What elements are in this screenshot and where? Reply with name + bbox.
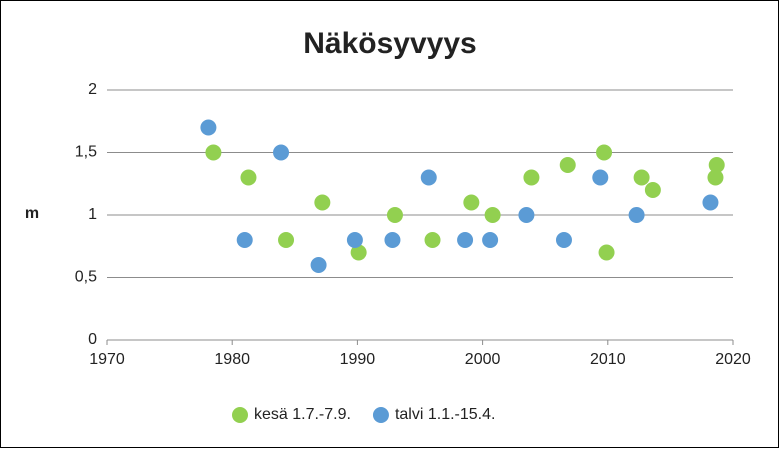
point bbox=[518, 207, 535, 223]
point bbox=[484, 207, 501, 223]
point bbox=[350, 244, 367, 261]
point bbox=[240, 169, 257, 186]
y-tick-label: 1 bbox=[88, 206, 97, 223]
point bbox=[707, 169, 724, 186]
point bbox=[463, 194, 480, 211]
point bbox=[205, 144, 222, 161]
point bbox=[236, 232, 253, 248]
point bbox=[596, 144, 613, 161]
point bbox=[592, 169, 609, 186]
x-tick-label: 1970 bbox=[89, 351, 125, 368]
point bbox=[420, 169, 437, 186]
x-tick-label: 2000 bbox=[465, 351, 501, 368]
point bbox=[386, 207, 403, 223]
point bbox=[310, 257, 327, 273]
point bbox=[278, 232, 295, 248]
point bbox=[457, 232, 474, 248]
legend-marker bbox=[372, 407, 389, 423]
point bbox=[424, 232, 441, 248]
point bbox=[598, 244, 615, 261]
point bbox=[555, 232, 572, 248]
point bbox=[384, 232, 401, 248]
point bbox=[628, 207, 645, 223]
chart-title: Näkösyvyys bbox=[303, 27, 476, 60]
point bbox=[273, 144, 290, 161]
x-tick-label: 2010 bbox=[590, 351, 626, 368]
point bbox=[523, 169, 540, 186]
y-tick-label: 2 bbox=[88, 81, 97, 98]
y-tick-label: 0 bbox=[88, 331, 97, 348]
point bbox=[346, 232, 363, 248]
y-tick-label: 1,5 bbox=[75, 144, 97, 161]
point bbox=[702, 194, 719, 211]
y-tick-label: 0,5 bbox=[75, 269, 97, 286]
legend-label: kesä 1.7.-7.9. bbox=[254, 406, 351, 423]
point bbox=[644, 182, 661, 198]
point bbox=[633, 169, 650, 186]
legend-label: talvi 1.1.-15.4. bbox=[395, 406, 496, 423]
point bbox=[482, 232, 499, 248]
x-tick-label: 1980 bbox=[214, 351, 250, 368]
point bbox=[314, 194, 331, 211]
x-tick-label: 2020 bbox=[715, 351, 751, 368]
y-axis-label: m bbox=[25, 205, 39, 222]
point bbox=[708, 157, 725, 173]
point bbox=[200, 119, 217, 136]
x-tick-label: 1990 bbox=[340, 351, 376, 368]
point bbox=[559, 157, 576, 173]
legend-marker bbox=[232, 407, 248, 423]
